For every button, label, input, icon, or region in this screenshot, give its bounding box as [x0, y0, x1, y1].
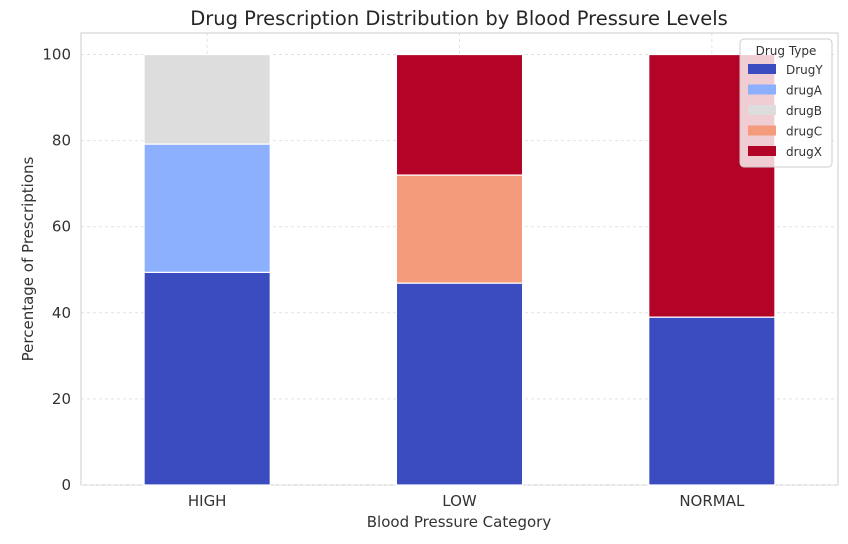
x-tick-label: LOW: [442, 492, 477, 510]
legend-label-drugy: DrugY: [786, 63, 823, 77]
legend-swatch-drugc: [748, 125, 776, 136]
y-axis-label: Percentage of Prescriptions: [19, 156, 37, 361]
bar-segment-drugx-low: [395, 53, 524, 176]
bar-segment-drugy-high: [143, 271, 271, 486]
y-tick-label: 100: [42, 46, 71, 64]
bar-segment-drugb-high: [143, 53, 271, 145]
y-tick-label: 60: [52, 218, 71, 236]
legend-label-drugx: drugX: [786, 145, 822, 159]
legend-label-druga: drugA: [786, 84, 823, 98]
y-tick-label: 0: [61, 476, 71, 494]
x-tick-label: HIGH: [188, 492, 227, 510]
ticks: 0 20 40 60 80 100 HIGH LOW NORMAL: [42, 46, 745, 510]
bars: [143, 53, 776, 486]
legend-swatch-drugx: [748, 146, 776, 156]
y-tick-label: 40: [52, 304, 71, 322]
legend-title: Drug Type: [756, 44, 817, 58]
bar-segment-druga-high: [143, 143, 271, 273]
legend-swatch-drugy: [748, 64, 776, 74]
chart-title: Drug Prescription Distribution by Blood …: [190, 7, 728, 30]
bar-segment-drugc-low: [395, 174, 524, 284]
y-tick-label: 80: [52, 132, 71, 150]
bar-segment-drugy-low: [395, 282, 524, 486]
x-axis-label: Blood Pressure Category: [367, 513, 552, 531]
legend-swatch-drugb: [748, 105, 776, 115]
legend-swatch-druga: [748, 84, 776, 95]
bar-segment-drugy-normal: [648, 316, 776, 486]
x-tick-label: NORMAL: [679, 492, 745, 510]
legend-label-drugb: drugB: [786, 104, 822, 118]
legend-label-drugc: drugC: [786, 125, 822, 139]
legend: Drug Type DrugY drugA drugB drugC drugX: [739, 38, 833, 168]
y-tick-label: 20: [52, 390, 71, 408]
